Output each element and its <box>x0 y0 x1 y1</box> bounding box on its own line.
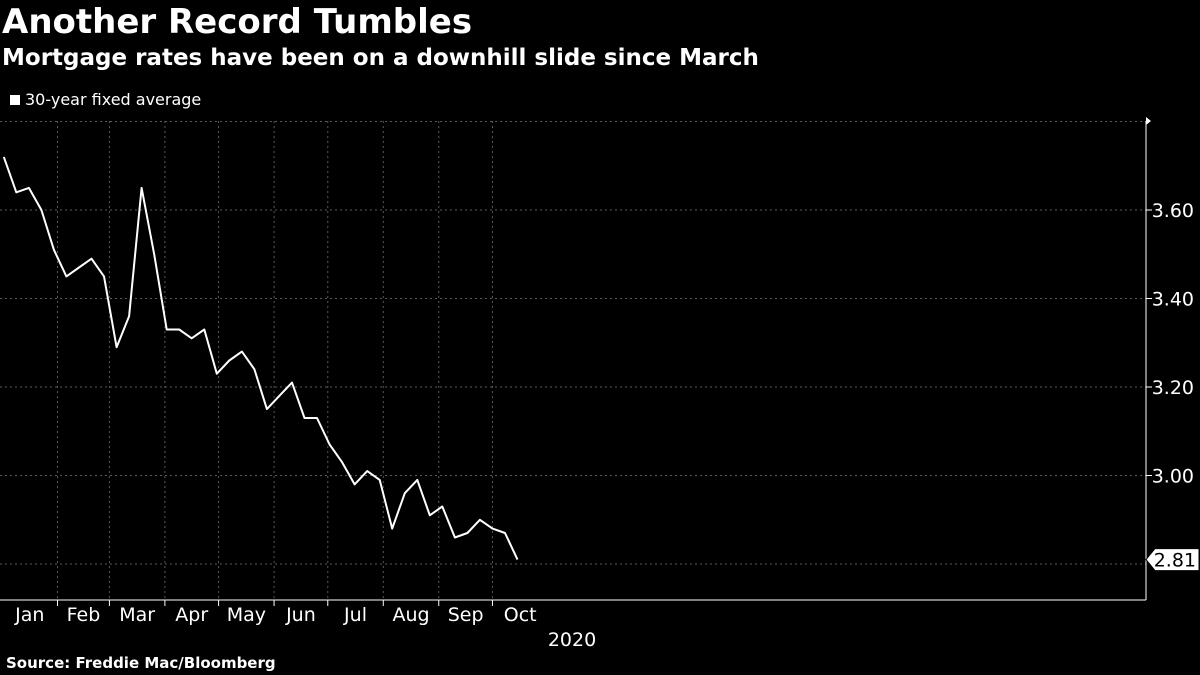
data-point <box>279 395 280 396</box>
data-point <box>129 316 130 317</box>
data-point <box>492 528 493 529</box>
data-point <box>166 329 167 330</box>
source-note: Source: Freddie Mac/Bloomberg <box>6 654 276 672</box>
data-point <box>179 329 180 330</box>
data-point <box>79 267 80 268</box>
legend-label: 30-year fixed average <box>25 90 202 109</box>
x-tick-label: Oct <box>504 604 537 626</box>
data-point <box>404 493 405 494</box>
y-tick-label: 3.60 <box>1152 200 1194 222</box>
last-value-label: 2.81 <box>1154 550 1196 572</box>
data-point <box>241 351 242 352</box>
x-year-label: 2020 <box>548 629 596 651</box>
x-tick-label: Sep <box>448 604 484 626</box>
x-tick-label: Feb <box>67 604 101 626</box>
chart-title: Another Record Tumbles <box>2 2 473 42</box>
x-tick-label: Jul <box>343 604 367 626</box>
data-point <box>154 254 155 255</box>
x-tick-label: Aug <box>392 604 429 626</box>
data-point <box>292 382 293 383</box>
data-point <box>304 418 305 419</box>
data-point <box>317 418 318 419</box>
data-point <box>329 444 330 445</box>
data-point <box>429 515 430 516</box>
data-point <box>379 479 380 480</box>
data-point <box>16 192 17 193</box>
series-line-30yr <box>2 156 519 561</box>
data-point <box>41 210 42 211</box>
y-tick-label: 3.20 <box>1152 377 1194 399</box>
data-point <box>53 249 54 250</box>
data-point <box>467 533 468 534</box>
x-tick-label: Jan <box>14 604 44 626</box>
x-tick-label: Jun <box>285 604 316 626</box>
data-point <box>517 559 518 560</box>
data-point <box>66 276 67 277</box>
data-point <box>91 258 92 259</box>
data-point <box>392 528 393 529</box>
data-point <box>479 519 480 520</box>
legend: 30-year fixed average <box>10 90 201 109</box>
data-point <box>191 338 192 339</box>
data-point <box>417 479 418 480</box>
data-point <box>505 533 506 534</box>
data-point <box>354 484 355 485</box>
data-point <box>442 506 443 507</box>
y-tick-label: 3.40 <box>1152 289 1194 311</box>
data-point <box>141 187 142 188</box>
data-point <box>204 329 205 330</box>
data-point <box>104 276 105 277</box>
data-point <box>367 471 368 472</box>
data-point <box>342 462 343 463</box>
y-tick-label: 3.00 <box>1152 466 1194 488</box>
x-tick-label: May <box>227 604 266 626</box>
data-point <box>266 409 267 410</box>
data-point <box>454 537 455 538</box>
legend-swatch <box>10 94 20 105</box>
data-point <box>116 347 117 348</box>
data-point <box>254 369 255 370</box>
data-point <box>229 360 230 361</box>
y-axis-arrow <box>1146 117 1151 125</box>
x-tick-label: Apr <box>175 604 208 626</box>
data-point <box>28 187 29 188</box>
chart-subtitle: Mortgage rates have been on a downhill s… <box>2 45 759 71</box>
data-point <box>3 156 4 157</box>
x-tick-label: Mar <box>119 604 155 626</box>
last-value-badge <box>1145 548 1200 572</box>
data-point <box>216 373 217 374</box>
